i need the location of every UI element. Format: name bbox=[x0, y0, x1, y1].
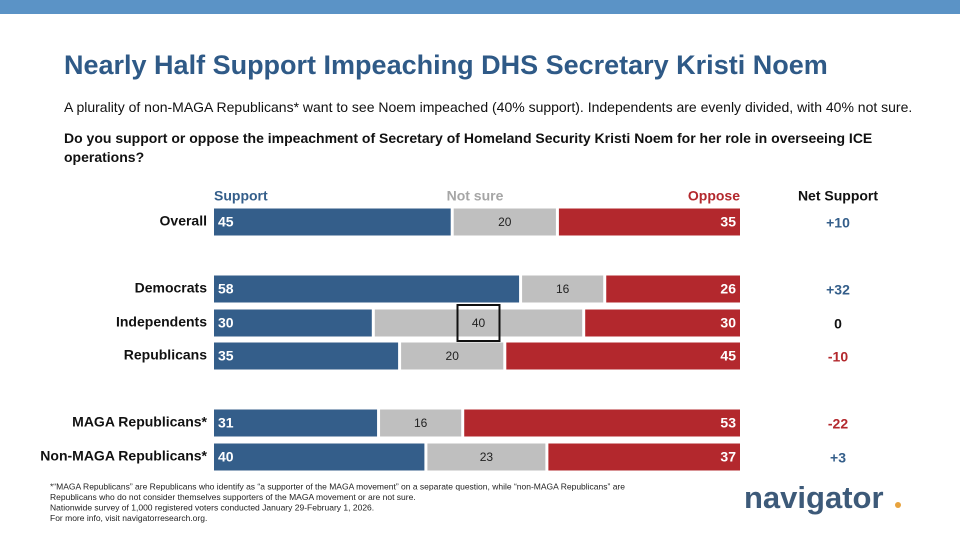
value-label: 45 bbox=[218, 214, 234, 230]
bar-segment bbox=[558, 208, 740, 236]
net-header: Net Support bbox=[798, 188, 878, 204]
category-label: Non-MAGA Republicans* bbox=[40, 448, 207, 464]
net-value: 0 bbox=[834, 316, 842, 332]
value-label: 20 bbox=[498, 215, 512, 229]
logo-dot bbox=[895, 502, 901, 508]
value-label: 30 bbox=[218, 315, 234, 331]
value-label: 40 bbox=[472, 316, 486, 330]
bar-segment bbox=[585, 309, 740, 337]
legend-label: Oppose bbox=[688, 188, 740, 204]
footnote: *“MAGA Republicans” are Republicans who … bbox=[50, 481, 625, 491]
footnote: Nationwide survey of 1,000 registered vo… bbox=[50, 502, 374, 512]
value-label: 35 bbox=[720, 214, 736, 230]
bar-segment bbox=[453, 208, 556, 236]
net-value: -10 bbox=[828, 349, 848, 365]
category-label: Democrats bbox=[135, 280, 208, 296]
footnote: Republicans who do not consider themselv… bbox=[50, 492, 416, 502]
value-label: 45 bbox=[720, 348, 736, 364]
bar-segment bbox=[214, 208, 451, 236]
bar-segment bbox=[214, 275, 520, 303]
bar-segment bbox=[374, 309, 583, 337]
bar-segment bbox=[606, 275, 740, 303]
net-value: -22 bbox=[828, 416, 848, 432]
value-label: 31 bbox=[218, 415, 234, 431]
top-strip bbox=[0, 0, 960, 14]
category-label: Republicans bbox=[124, 347, 207, 363]
bar-segment bbox=[401, 342, 504, 370]
category-label: Overall bbox=[160, 213, 207, 229]
bar-segment bbox=[380, 409, 462, 437]
question: Do you support or oppose the impeachment… bbox=[64, 130, 873, 165]
net-value: +10 bbox=[826, 215, 850, 231]
bar-segment bbox=[427, 443, 546, 471]
footnote: For more info, visit navigatorresearch.o… bbox=[50, 513, 207, 523]
value-label: 16 bbox=[414, 416, 428, 430]
bar-segment bbox=[506, 342, 740, 370]
bar-segment bbox=[548, 443, 740, 471]
subtitle: A plurality of non-MAGA Republicans* wan… bbox=[64, 99, 913, 115]
category-label: MAGA Republicans* bbox=[72, 414, 207, 430]
bar-segment bbox=[214, 309, 372, 337]
bar-segment bbox=[464, 409, 740, 437]
category-label: Independents bbox=[116, 314, 207, 330]
value-label: 35 bbox=[218, 348, 234, 364]
bar-segment bbox=[214, 409, 378, 437]
bar-segment bbox=[214, 342, 399, 370]
value-label: 53 bbox=[720, 415, 736, 431]
highlight-box bbox=[456, 304, 501, 342]
value-label: 30 bbox=[720, 315, 736, 331]
bar-segment bbox=[214, 443, 425, 471]
legend-label: Not sure bbox=[447, 188, 504, 204]
legend-label: Support bbox=[214, 188, 268, 204]
net-value: +3 bbox=[830, 450, 846, 466]
value-label: 16 bbox=[556, 282, 570, 296]
bar-segment bbox=[522, 275, 604, 303]
value-label: 40 bbox=[218, 449, 234, 465]
value-label: 23 bbox=[480, 450, 494, 464]
value-label: 20 bbox=[446, 349, 460, 363]
net-value: +32 bbox=[826, 282, 850, 298]
value-label: 58 bbox=[218, 281, 234, 297]
logo: navigator bbox=[744, 480, 884, 515]
chart-title: Nearly Half Support Impeaching DHS Secre… bbox=[64, 50, 828, 80]
value-label: 37 bbox=[720, 449, 736, 465]
value-label: 26 bbox=[720, 281, 736, 297]
